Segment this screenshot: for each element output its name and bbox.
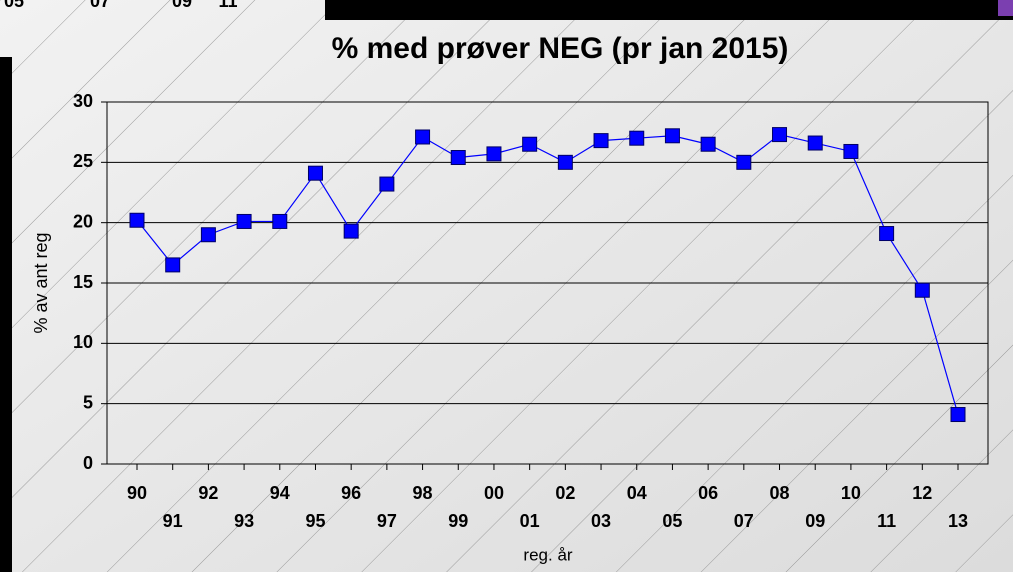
- y-tick-label: 25: [73, 151, 93, 171]
- x-tick-label: 09: [805, 511, 825, 531]
- y-tick-label: 0: [83, 453, 93, 473]
- x-tick-label: 05: [662, 511, 682, 531]
- marker: [736, 154, 752, 170]
- x-tick-label: 13: [948, 511, 968, 531]
- marker: [557, 154, 573, 170]
- x-tick-label: 95: [305, 511, 325, 531]
- top-bar: [325, 0, 1013, 20]
- x-tick-label: 04: [627, 483, 647, 503]
- x-tick-label: 00: [484, 483, 504, 503]
- marker: [950, 407, 966, 423]
- marker: [343, 223, 359, 239]
- x-tick-label: 08: [770, 483, 790, 503]
- marker: [664, 128, 680, 144]
- marker: [165, 257, 181, 273]
- y-tick-label: 30: [73, 91, 93, 111]
- marker: [772, 127, 788, 143]
- background-fragment: 09: [172, 0, 192, 11]
- x-axis-label: reg. år: [523, 545, 572, 564]
- chart-title: % med prøver NEG (pr jan 2015): [332, 32, 789, 65]
- marker: [236, 213, 252, 229]
- x-tick-label: 07: [734, 511, 754, 531]
- marker: [415, 129, 431, 145]
- y-tick-label: 20: [73, 211, 93, 231]
- x-tick-label: 92: [198, 483, 218, 503]
- marker: [807, 135, 823, 151]
- marker: [307, 165, 323, 181]
- x-tick-label: 91: [163, 511, 183, 531]
- marker: [379, 176, 395, 192]
- x-tick-label: 93: [234, 511, 254, 531]
- background-fragment: 07: [90, 0, 110, 11]
- y-axis-label: % av ant reg: [31, 232, 51, 333]
- y-tick-label: 5: [83, 392, 93, 412]
- marker: [450, 150, 466, 166]
- marker: [700, 136, 716, 152]
- x-tick-label: 06: [698, 483, 718, 503]
- marker: [593, 133, 609, 149]
- corner-accent: [998, 0, 1013, 16]
- x-tick-label: 99: [448, 511, 468, 531]
- x-tick-label: 96: [341, 483, 361, 503]
- x-tick-label: 97: [377, 511, 397, 531]
- x-tick-label: 01: [520, 511, 540, 531]
- y-tick-label: 15: [73, 272, 93, 292]
- marker: [879, 226, 895, 242]
- x-tick-label: 02: [555, 483, 575, 503]
- marker: [914, 282, 930, 298]
- marker: [629, 130, 645, 146]
- x-tick-label: 12: [912, 483, 932, 503]
- x-tick-label: 11: [877, 511, 896, 531]
- x-tick-label: 10: [841, 483, 861, 503]
- x-tick-label: 98: [413, 483, 433, 503]
- marker: [200, 227, 216, 243]
- x-tick-label: 94: [270, 483, 290, 503]
- marker: [129, 212, 145, 228]
- background-fragment: 05: [4, 0, 24, 11]
- x-tick-label: 03: [591, 511, 611, 531]
- marker: [272, 213, 288, 229]
- left-bar: [0, 57, 12, 572]
- y-tick-label: 10: [73, 332, 93, 352]
- marker: [522, 136, 538, 152]
- marker: [486, 146, 502, 162]
- x-tick-label: 90: [127, 483, 147, 503]
- marker: [843, 143, 859, 159]
- background-fragment: 11: [218, 0, 237, 11]
